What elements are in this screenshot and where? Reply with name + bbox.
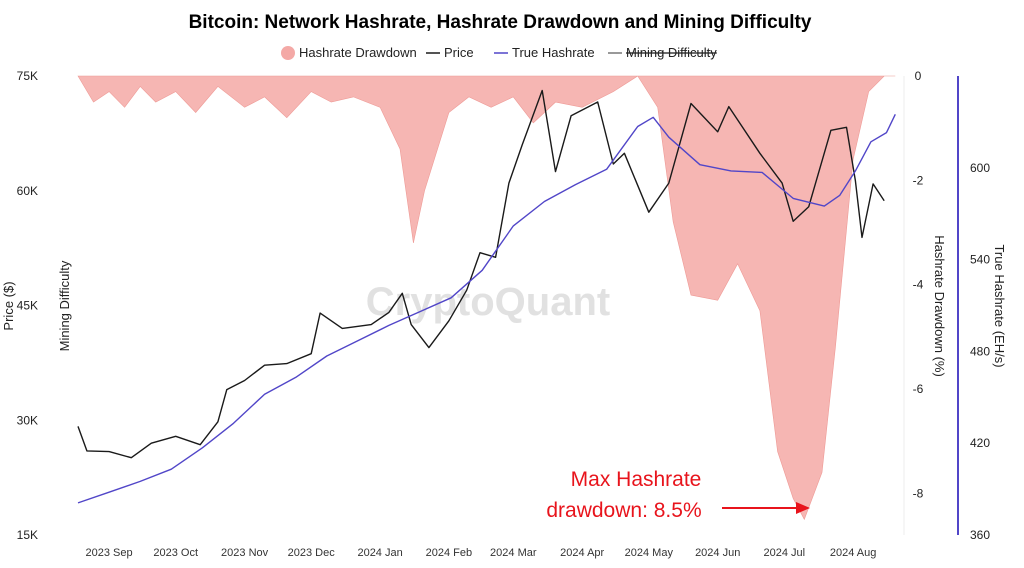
annotation-line-2: drawdown: 8.5% [546, 499, 701, 522]
x-tick-label: 2023 Sep [86, 547, 133, 559]
true-hashrate-series [77, 113, 896, 504]
annotation-line-1: Max Hashrate [571, 468, 702, 491]
drawdown-tick-label: -4 [913, 278, 924, 292]
drawdown-tick-label: -8 [913, 486, 924, 500]
drawdown-tick-label: -2 [913, 173, 924, 187]
x-tick-label: 2024 Jul [764, 547, 806, 559]
x-axis-ticks: 2023 Sep 2023 Oct 2023 Nov 2023 Dec 2024 Jan… [86, 547, 877, 559]
hashrate-axis-title: True Hashrate (EH/s) [992, 244, 1007, 367]
drawdown-area-path [77, 75, 896, 521]
x-tick-label: 2024 Feb [426, 547, 472, 559]
x-tick-label: 2024 Aug [830, 547, 877, 559]
hashrate-tick-label: 420 [970, 436, 990, 450]
legend-label-true-hashrate: True Hashrate [512, 45, 595, 60]
x-tick-label: 2024 Jan [357, 547, 402, 559]
hashrate-tick-label: 600 [970, 161, 990, 175]
chart-title: Bitcoin: Network Hashrate, Hashrate Draw… [189, 12, 812, 33]
hashrate-tick-label: 360 [970, 528, 990, 542]
drawdown-tick-label: -6 [913, 382, 924, 396]
hashrate-tick-label: 540 [970, 253, 990, 267]
x-tick-label: 2024 Apr [560, 547, 604, 559]
drawdown-tick-label: 0 [915, 69, 922, 83]
price-line [77, 89, 885, 459]
x-tick-label: 2023 Dec [288, 547, 336, 559]
legend-swatch-hashrate-drawdown [281, 46, 295, 60]
max-drawdown-annotation: Max Hashrate drawdown: 8.5% [546, 468, 810, 522]
price-axis-title: Price ($) [1, 281, 16, 330]
x-tick-label: 2024 Mar [490, 547, 537, 559]
legend: Hashrate Drawdown Price True Hashrate Mi… [281, 45, 717, 60]
x-tick-label: 2023 Oct [153, 547, 198, 559]
x-tick-label: 2024 May [625, 547, 674, 559]
price-tick-label: 15K [17, 528, 38, 542]
drawdown-axis-ticks: 0 -2 -4 -6 -8 [913, 69, 924, 500]
annotation-arrow-head [796, 502, 810, 514]
price-tick-label: 60K [17, 184, 38, 198]
hashrate-tick-label: 480 [970, 344, 990, 358]
legend-label-price: Price [444, 45, 474, 60]
price-series [77, 89, 885, 459]
price-tick-label: 45K [17, 299, 38, 313]
price-axis-ticks: 75K 60K 45K 30K 15K [17, 69, 38, 542]
true-hashrate-line [77, 113, 896, 504]
hashrate-axis-ticks: 600 540 480 420 360 [970, 161, 990, 542]
price-tick-label: 30K [17, 413, 38, 427]
drawdown-axis-title: Hashrate Drawdown (%) [932, 235, 947, 377]
watermark: CryptoQuant [366, 280, 610, 324]
x-tick-label: 2023 Nov [221, 547, 269, 559]
price-tick-label: 75K [17, 69, 38, 83]
legend-label-hashrate-drawdown: Hashrate Drawdown [299, 45, 417, 60]
hashrate-drawdown-area [77, 75, 896, 521]
legend-label-mining-difficulty: Mining Difficulty [626, 45, 717, 60]
difficulty-axis-title: Mining Difficulty [57, 260, 72, 351]
x-tick-label: 2024 Jun [695, 547, 740, 559]
